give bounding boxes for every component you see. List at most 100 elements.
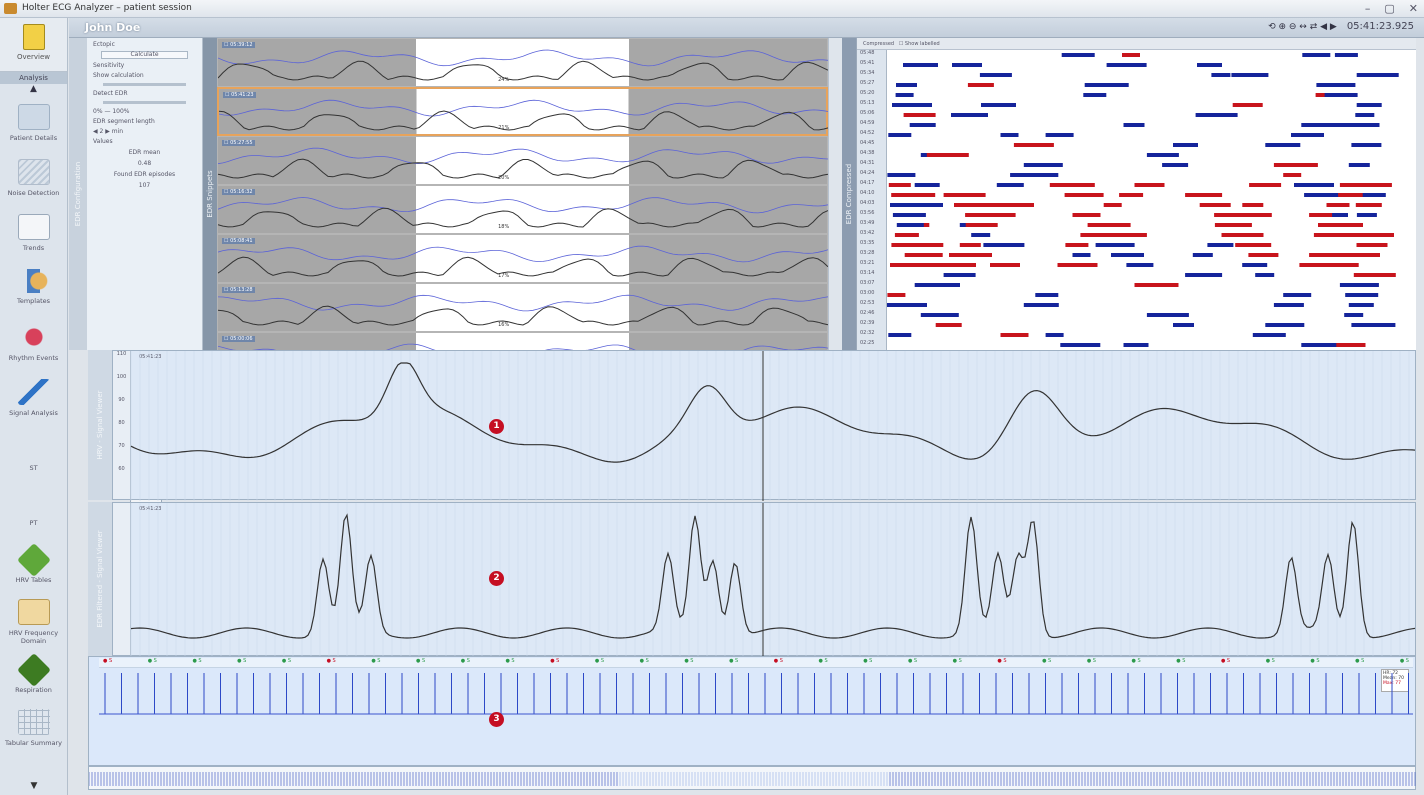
toolbar-button-3[interactable]: ⊖: [1288, 21, 1300, 32]
compressed-segment: [1023, 163, 1063, 167]
sensitivity-slider[interactable]: [103, 83, 186, 86]
close-icon[interactable]: ✕: [1408, 2, 1418, 15]
sidebar-item-hrv-frequency-domain[interactable]: HRV Frequency Domain: [0, 591, 67, 646]
snippet-scrollbar[interactable]: [828, 38, 842, 350]
compressed-segment: [943, 193, 986, 197]
compressed-segment: [1106, 63, 1147, 67]
sidebar-item-label: Noise Detection: [7, 189, 60, 197]
edr-compressed-tab[interactable]: EDR Compressed: [842, 38, 856, 350]
sidebar-item-signal-analysis[interactable]: Signal Analysis: [0, 371, 67, 426]
compressed-segment: [990, 263, 1020, 267]
tabular-summary-icon: [17, 709, 50, 735]
compressed-time-tick: 02:39: [860, 320, 875, 326]
maximize-icon[interactable]: ▢: [1384, 2, 1395, 15]
compressed-option[interactable]: Compressed: [863, 41, 895, 47]
edr-snippet[interactable]: ☐ 05:16:32 18%: [217, 185, 829, 234]
hrv-y-axis: 110 100 90 80 70 60: [113, 351, 131, 499]
edr-snippets-tab[interactable]: EDR Snippets: [203, 38, 217, 350]
toolbar-button-4[interactable]: ↔: [1299, 21, 1310, 32]
snippet-time: ☐ 05:13:28: [222, 287, 255, 293]
beat-marker: ● S: [773, 658, 783, 664]
snippet-edr-line: [218, 207, 829, 228]
compressed-heatmap[interactable]: [887, 50, 1417, 350]
current-time: 05:41:23.925: [1346, 21, 1414, 32]
detect-edr-slider[interactable]: [103, 101, 186, 104]
compressed-segment: [983, 243, 1025, 247]
compressed-segment: [971, 233, 991, 237]
compressed-segment: [1273, 163, 1318, 167]
sidebar-item-st[interactable]: ST: [0, 426, 162, 481]
sidebar-item-hrv-tables[interactable]: HRV Tables: [0, 536, 67, 591]
ecg-detail-viewer[interactable]: ● S ● S ● S ● S ● S ● S ● S ● S ● S ● S ● S ● S ● S ●…: [88, 656, 1416, 766]
segment-unit: min: [111, 128, 124, 135]
compressed-segment: [1123, 343, 1149, 347]
sidebar-item-respiration[interactable]: Respiration: [0, 646, 67, 701]
show-calculation-label: Show calculation: [93, 72, 144, 79]
compressed-segment: [1087, 223, 1110, 227]
edr-y-axis: [113, 503, 131, 655]
toolbar-buttons: ⟲ ⊕ ⊖ ↔ ⇄ ◀ ▶: [1268, 22, 1337, 32]
compressed-segment: [1283, 293, 1312, 297]
calculate-button[interactable]: Calculate: [101, 51, 188, 59]
show-labelled-option[interactable]: Show labelled: [904, 41, 940, 47]
compressed-segment: [914, 283, 936, 287]
edr-signal-viewer[interactable]: 05:41:23: [112, 502, 1416, 657]
minimize-icon[interactable]: –: [1364, 2, 1371, 15]
compressed-segment: [1354, 183, 1392, 187]
sidebar-item-label: Tabular Summary: [4, 739, 63, 747]
compressed-segment: [959, 243, 981, 247]
sidebar-item-trends[interactable]: Trends: [0, 206, 67, 261]
compressed-segment: [939, 263, 976, 267]
compressed-segment: [899, 243, 944, 247]
segment-value: 2: [99, 128, 104, 135]
hrv-axis-tick: 70: [118, 443, 125, 449]
beat-marker: ● S: [1399, 658, 1409, 664]
toolbar-button-2[interactable]: ⊕: [1278, 21, 1289, 32]
compressed-segment: [949, 253, 992, 257]
compressed-segment: [1049, 183, 1095, 187]
toolbar-button-1[interactable]: ⟲: [1268, 21, 1279, 32]
compressed-segment: [892, 213, 926, 217]
sidebar-scroll-down-icon[interactable]: ▼: [30, 781, 38, 791]
compressed-segment: [888, 183, 911, 187]
compressed-segment: [1242, 203, 1264, 207]
sidebar-scroll-up-icon[interactable]: ▲: [30, 84, 37, 94]
sidebar-item-pt[interactable]: PT: [0, 481, 162, 536]
beat-marker: ● S: [550, 658, 560, 664]
window-title: Holter ECG Analyzer – patient session: [22, 3, 192, 13]
sidebar-item-rhythm-events[interactable]: Rhythm Events: [0, 316, 67, 371]
compressed-segment: [1252, 333, 1286, 337]
hrv-axis-tick: 60: [118, 466, 125, 472]
toolbar-button-7[interactable]: ▶: [1329, 21, 1337, 32]
sidebar-item-templates[interactable]: Templates: [0, 261, 67, 316]
edr-snippet[interactable]: ☐ 05:13:28 16%: [217, 283, 829, 332]
toolbar-button-5[interactable]: ⇄: [1309, 21, 1321, 32]
compressed-segment: [977, 213, 1016, 217]
edr-snippet[interactable]: ☐ 05:27:55 20%: [217, 136, 829, 185]
compressed-time-tick: 04:52: [860, 130, 875, 136]
compressed-segment: [896, 83, 917, 87]
compressed-segment: [1355, 253, 1380, 257]
hrv-time-label: 05:41:23: [139, 354, 162, 360]
sidebar-item-patient-details[interactable]: Patient Details: [0, 96, 67, 151]
toolbar-button-6[interactable]: ◀: [1320, 21, 1330, 32]
edr-snippet[interactable]: ☐ 05:41:23 21%: [217, 87, 830, 136]
edr-configuration-panel: Ectopic Calculate Sensitivity Show calcu…: [87, 38, 203, 350]
compressed-segment: [1060, 343, 1101, 347]
overview-button[interactable]: Overview: [0, 18, 67, 72]
compressed-segment: [1355, 203, 1382, 207]
hrv-signal-viewer[interactable]: 110 100 90 80 70 60 05:41:23: [112, 350, 1416, 501]
sidebar-item-tabular-summary[interactable]: Tabular Summary: [0, 701, 67, 749]
sidebar-item-noise-detection[interactable]: Noise Detection: [0, 151, 67, 206]
ecg-overview-strip[interactable]: [88, 766, 1416, 790]
edr-snippet[interactable]: ☐ 05:08:41 17%: [217, 234, 829, 283]
patient-header: John Doe ⟲ ⊕ ⊖ ↔ ⇄ ◀ ▶ 05:41:23.925: [69, 18, 1424, 38]
compressed-time-tick: 05:13: [860, 100, 875, 106]
edr-configuration-tab[interactable]: EDR Configuration: [69, 38, 87, 350]
segment-stepper[interactable]: ◀ 2 ▶ min: [93, 128, 124, 135]
compressed-segment: [1242, 263, 1268, 267]
compressed-segment: [1301, 123, 1341, 127]
snippet-time: ☐ 05:41:23: [223, 92, 256, 98]
edr-snippet[interactable]: ☐ 05:39:12 24%: [217, 38, 829, 87]
compressed-segment: [1318, 223, 1363, 227]
